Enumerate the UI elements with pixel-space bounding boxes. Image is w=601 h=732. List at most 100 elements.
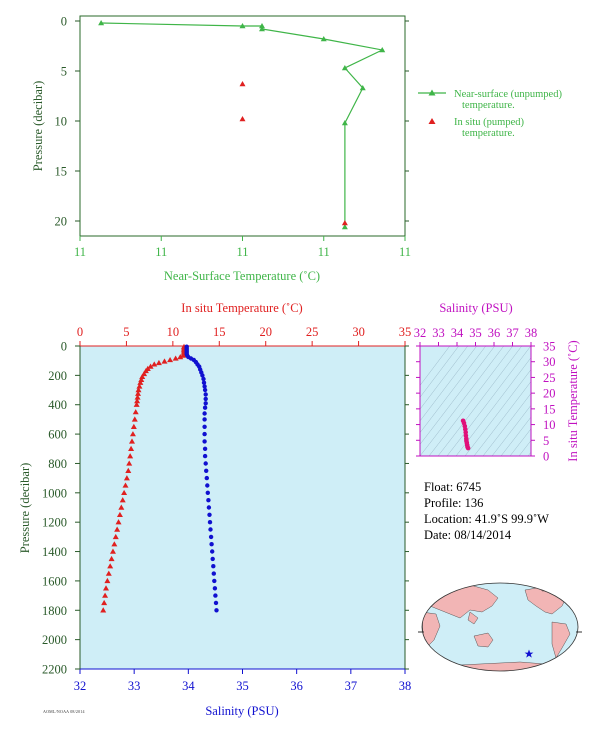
profile-panel: 0 5 10 15 20 25 30 35 32 33 34 35 36 37 38 0 200 400 600…	[18, 301, 411, 718]
ts-density-contour	[420, 346, 478, 422]
y-tick-label: 20	[55, 215, 68, 229]
salinity-point	[202, 411, 207, 416]
salinity-tick-label: 32	[74, 679, 87, 693]
salinity-point	[202, 384, 207, 389]
pressure-tick-label: 1800	[42, 604, 67, 618]
float-info: Float: 6745 Profile: 136 Location: 41.9˚…	[424, 479, 549, 543]
ts-salinity-tick-label: 32	[414, 326, 427, 340]
temperature-point	[108, 555, 115, 562]
salinity-point	[213, 600, 219, 606]
profile-series	[100, 343, 219, 613]
footer-tag: AOML/NOAA 08/2014	[43, 709, 85, 714]
x-tick-label: 11	[236, 245, 248, 259]
salinity-tick-label: 38	[399, 679, 412, 693]
ts-density-contour	[500, 416, 531, 456]
ts-density-contour	[455, 357, 531, 456]
salinity-point	[202, 446, 208, 451]
temperature-point	[127, 453, 134, 459]
salinity-point	[214, 608, 219, 613]
ts-temperature-axis-label: In situ Temperature (˚C)	[566, 340, 580, 461]
ts-salinity-axis-label: Salinity (PSU)	[439, 301, 512, 315]
salinity-point	[205, 483, 210, 488]
temperature-point	[126, 460, 133, 466]
ts-density-contour	[420, 346, 505, 456]
legend-label-in-situ-line1: In situ (pumped)	[454, 117, 524, 128]
legend-label-near-surface: Near-surface (unpumped) temperature.	[454, 89, 565, 111]
ts-temperature-tick-label: 10	[543, 418, 556, 432]
near-surface-panel: 11 11 11 11 11 0 5 10 15 20 Near-Surface Tempera…	[31, 15, 565, 284]
near-surface-point	[341, 65, 348, 71]
temperature-point	[123, 475, 130, 481]
near-surface-x-axis-label: Near-Surface Temperature (˚C)	[164, 269, 320, 283]
temperature-point	[136, 383, 143, 389]
temperature-point	[128, 445, 135, 451]
salinity-ticks: 32 33 34 35 36 37 38	[74, 669, 412, 693]
salinity-tick-label: 35	[236, 679, 249, 693]
near-surface-point	[239, 23, 246, 29]
temperature-point	[129, 431, 136, 437]
temperature-point	[135, 387, 142, 393]
legend-label-in-situ-line2: temperature.	[462, 128, 515, 139]
near-surface-point	[259, 23, 265, 29]
legend-marker-in-situ	[428, 118, 436, 124]
salinity-tick-label: 37	[345, 679, 358, 693]
ts-density-contour	[464, 369, 531, 456]
pressure-axis-label: Pressure (decibar)	[18, 463, 32, 554]
ts-density-contour	[420, 346, 460, 398]
salinity-tick-label: 34	[182, 679, 195, 693]
temperature-point	[161, 358, 168, 364]
near-surface-series	[98, 20, 386, 230]
pressure-tick-label: 800	[48, 457, 67, 471]
pressure-tick-label: 1400	[42, 545, 67, 559]
ts-series	[460, 418, 471, 451]
temperature-point	[139, 373, 146, 380]
ts-temperature-tick-label: 25	[543, 371, 556, 385]
ts-density-contour	[420, 346, 496, 445]
temperature-point	[112, 533, 119, 540]
ts-temperature-tick-label: 35	[543, 340, 556, 354]
temperature-tick-label: 20	[259, 325, 272, 339]
temperature-point	[133, 401, 140, 407]
near-surface-point	[341, 224, 348, 230]
salinity-point	[210, 556, 215, 562]
pressure-tick-label: 200	[48, 369, 67, 383]
salinity-point	[202, 453, 208, 459]
salinity-point	[202, 387, 208, 393]
pressure-tick-label: 400	[48, 398, 67, 412]
salinity-point	[205, 490, 210, 495]
salinity-point	[204, 475, 209, 481]
temperature-tick-label: 10	[167, 325, 180, 339]
ts-density-contour	[473, 381, 531, 456]
salinity-point	[208, 534, 214, 540]
temperature-tick-label: 5	[123, 325, 129, 339]
ts-point	[465, 445, 471, 451]
temperature-point	[109, 548, 116, 554]
ts-temperature-tick-label: 0	[543, 450, 549, 464]
salinity-point	[203, 461, 208, 466]
ts-density-contour	[428, 346, 514, 456]
temperature-point	[135, 390, 142, 396]
temperature-point	[134, 398, 141, 404]
profile-date: Date: 08/14/2014	[424, 528, 512, 542]
salinity-point	[210, 549, 215, 554]
salinity-point	[211, 564, 216, 569]
temperature-point	[167, 356, 174, 363]
temperature-point	[105, 570, 112, 576]
temperature-point	[155, 359, 162, 366]
map-outline	[421, 582, 579, 672]
pressure-tick-label: 1600	[42, 574, 67, 588]
ts-density-contours	[420, 346, 531, 456]
ts-density-contour	[420, 346, 469, 410]
y-tick-label: 0	[61, 15, 67, 29]
ts-temperature-tick-label: 30	[543, 355, 556, 369]
map-land-south-america	[551, 621, 571, 659]
ts-temperature-tick-label: 20	[543, 387, 556, 401]
temperature-point	[129, 438, 135, 444]
ts-salinity-tick-label: 35	[469, 326, 482, 340]
float-location: Location: 41.9˚S 99.9˚W	[424, 512, 549, 526]
ts-temperature-tick-label: 5	[543, 434, 549, 448]
x-tick-label: 11	[155, 245, 167, 259]
ts-density-contour	[446, 346, 531, 456]
salinity-point	[202, 405, 208, 410]
